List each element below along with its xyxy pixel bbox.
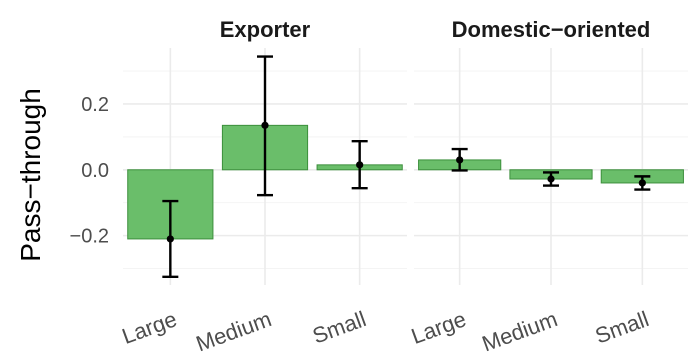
error-bar-layer [162, 55, 651, 278]
point-estimate [356, 161, 364, 169]
y-axis-title: Pass−through [15, 88, 46, 262]
y-tick-label: 0.0 [81, 160, 109, 182]
error-bar [543, 171, 559, 187]
x-tick-label: Medium [193, 306, 275, 354]
facet-title: Domestic−oriented [452, 17, 651, 42]
facet-title: Exporter [220, 17, 311, 42]
error-bar [257, 55, 273, 197]
x-tick-label: Small [592, 306, 652, 348]
point-estimate [456, 156, 464, 164]
error-bar [351, 139, 368, 190]
y-tick-label: 0.2 [81, 94, 109, 116]
error-bar [634, 175, 651, 191]
x-tick-label: Large [119, 306, 180, 349]
point-estimate [638, 179, 646, 187]
point-estimate [261, 121, 269, 129]
x-tick-label: Large [408, 306, 469, 349]
grid-layer [123, 48, 688, 285]
y-tick-label: −0.2 [70, 226, 109, 248]
error-bar [451, 147, 468, 172]
point-estimate [547, 175, 555, 183]
x-tick-label: Medium [479, 306, 561, 354]
point-estimate [166, 235, 174, 243]
x-tick-label: Small [309, 306, 369, 348]
error-bar [162, 199, 179, 278]
bar-layer [127, 124, 684, 240]
